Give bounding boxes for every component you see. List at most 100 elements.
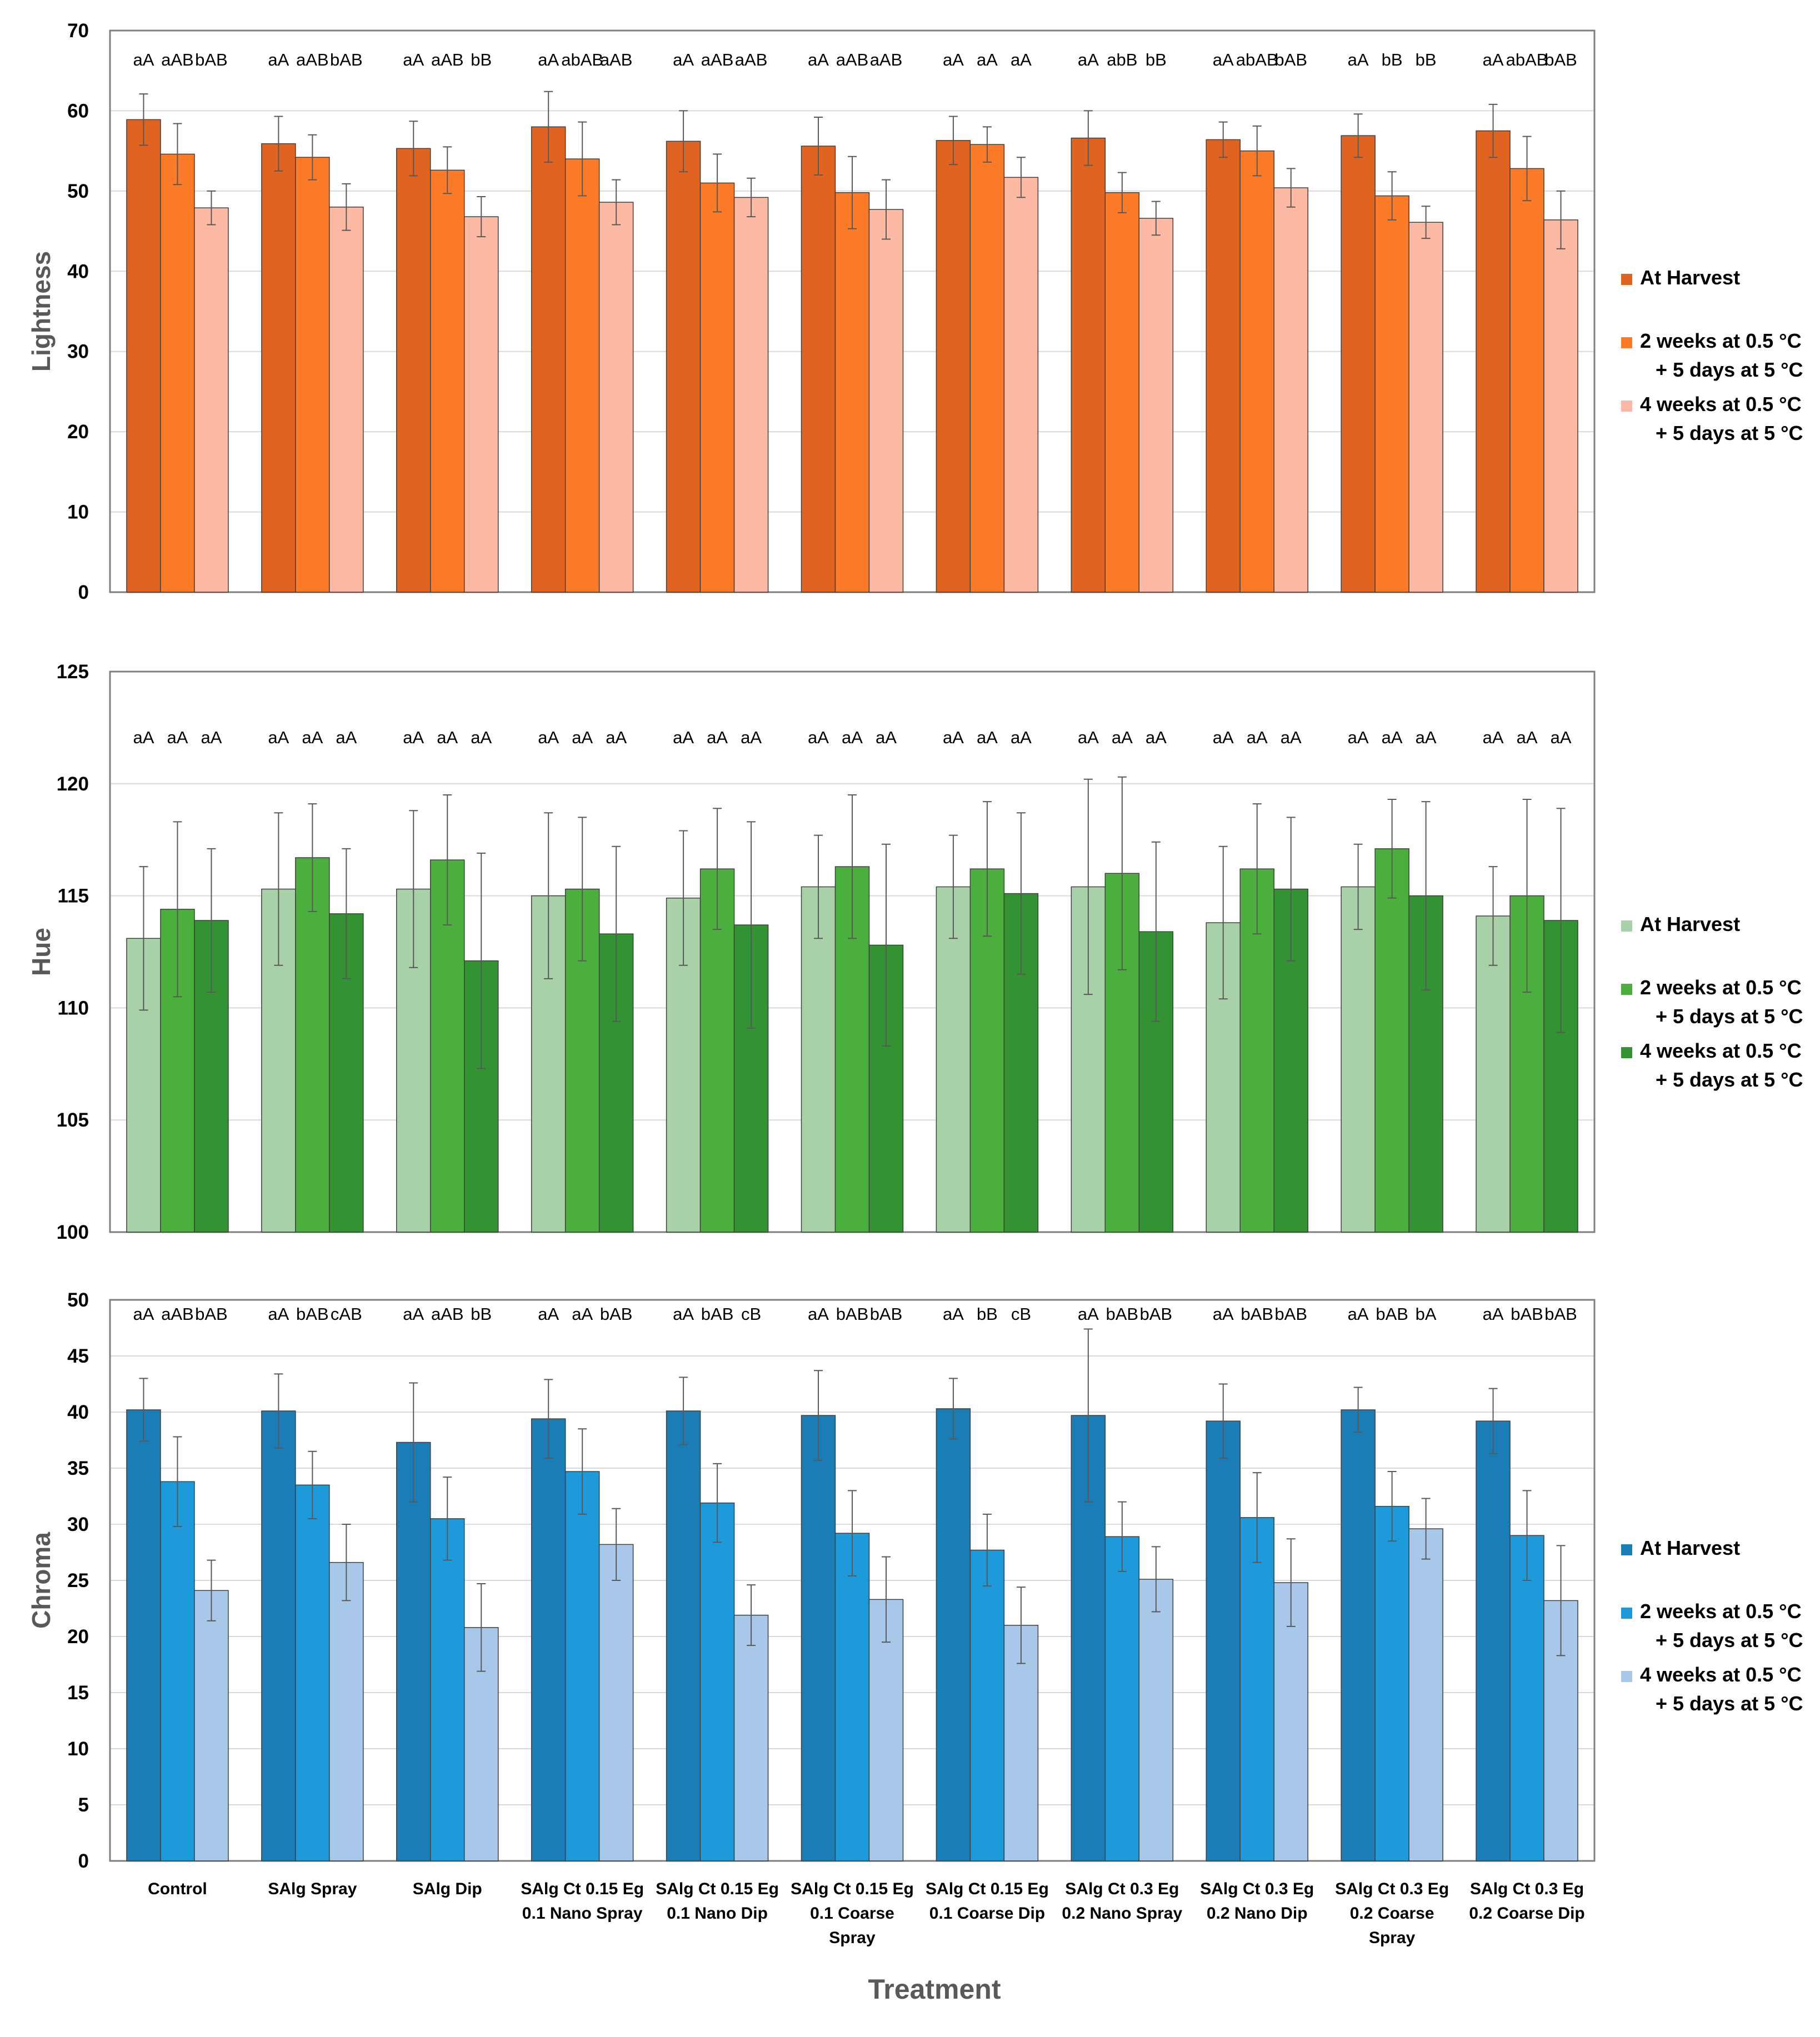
bar <box>126 119 161 593</box>
bar <box>598 1544 634 1861</box>
significance-label: aA <box>403 1304 424 1324</box>
significance-label: bAB <box>701 1304 734 1324</box>
significance-label: abB <box>1107 50 1137 69</box>
significance-label: aA <box>1213 728 1234 747</box>
significance-label: cAB <box>331 1304 362 1324</box>
category-label: Control <box>148 1880 207 1898</box>
category-label: 0.2 Nano Spray <box>1062 1904 1182 1923</box>
significance-label: bAB <box>1106 1304 1139 1324</box>
bar <box>1408 1528 1443 1861</box>
significance-label: bAB <box>870 1304 903 1324</box>
significance-label: aA <box>268 728 289 747</box>
significance-label: cB <box>741 1304 761 1324</box>
category-label: SAlg Dip <box>413 1880 482 1898</box>
bar <box>733 1614 769 1861</box>
y-tick-label: 0 <box>78 582 89 603</box>
significance-label: aA <box>943 1304 964 1324</box>
category-label: SAlg Ct 0.3 Eg <box>1335 1880 1449 1898</box>
bar <box>160 153 195 593</box>
significance-label: aA <box>1011 728 1032 747</box>
significance-label: aA <box>538 50 559 69</box>
bar <box>1003 1625 1039 1861</box>
legend-label: + 5 days at 5 °C <box>1656 358 1803 381</box>
bar <box>396 1442 431 1861</box>
category-label: SAlg Ct 0.15 Eg <box>521 1880 644 1898</box>
legend-label: + 5 days at 5 °C <box>1656 1629 1803 1651</box>
bar <box>936 140 971 593</box>
category-label: 0.1 Coarse <box>810 1904 894 1923</box>
significance-label: aA <box>133 1304 154 1324</box>
y-tick-label: 15 <box>67 1682 89 1704</box>
significance-label: abAB <box>1236 50 1278 69</box>
category-label: 0.1 Nano Spray <box>522 1904 643 1923</box>
significance-label: bAB <box>296 1304 329 1324</box>
y-tick-label: 110 <box>58 997 89 1019</box>
bar <box>295 157 330 593</box>
significance-label: aAB <box>701 50 734 69</box>
bar <box>1341 135 1376 593</box>
y-tick-label: 125 <box>57 661 89 683</box>
legend-label: At Harvest <box>1640 913 1740 935</box>
bar <box>564 1471 600 1861</box>
bar <box>1273 1582 1308 1861</box>
bar <box>1104 192 1140 593</box>
significance-label: aA <box>403 50 424 69</box>
significance-label: bAB <box>195 1304 228 1324</box>
y-tick-label: 5 <box>78 1794 89 1816</box>
bar <box>1138 218 1174 593</box>
x-axis-label: Treatment <box>868 1974 1001 2005</box>
bar <box>160 1481 195 1861</box>
significance-label: bAB <box>1376 1304 1408 1324</box>
significance-label: aAB <box>431 1304 464 1324</box>
y-tick-label: 50 <box>67 181 89 202</box>
significance-label: aA <box>1078 1304 1099 1324</box>
y-axis-label: Lightness <box>27 251 56 372</box>
bar <box>666 1410 701 1861</box>
significance-label: aA <box>977 50 998 69</box>
significance-label: aA <box>1078 728 1099 747</box>
significance-label: aA <box>133 728 154 747</box>
y-axis-label: Hue <box>27 928 56 976</box>
significance-label: abAB <box>561 50 603 69</box>
significance-label: bAB <box>1544 1304 1577 1324</box>
significance-label: aAB <box>600 50 633 69</box>
bar <box>194 1590 229 1861</box>
bar <box>1003 177 1039 593</box>
y-tick-label: 105 <box>57 1109 89 1131</box>
significance-label: bAB <box>1140 1304 1173 1324</box>
significance-label: aA <box>876 728 897 747</box>
bar <box>464 216 499 593</box>
category-label: 0.2 Coarse <box>1350 1904 1434 1923</box>
y-tick-label: 30 <box>67 341 89 363</box>
legend-label: 2 weeks at 0.5 °C <box>1640 976 1802 999</box>
category-label: 0.1 Nano Dip <box>667 1904 768 1923</box>
significance-label: aA <box>538 1304 559 1324</box>
legend-label: 4 weeks at 0.5 °C <box>1640 1663 1802 1686</box>
bar <box>801 1415 836 1861</box>
bar <box>936 886 971 1233</box>
bar <box>1239 1517 1274 1861</box>
significance-label: aAB <box>836 50 869 69</box>
legend-swatch <box>1621 274 1632 285</box>
y-tick-label: 10 <box>67 502 89 523</box>
significance-label: aA <box>673 1304 694 1324</box>
significance-label: aA <box>741 728 762 747</box>
bar <box>699 1502 735 1861</box>
bar <box>936 1408 971 1861</box>
significance-label: abAB <box>1506 50 1548 69</box>
significance-label: aAB <box>735 50 768 69</box>
bar <box>834 1533 870 1861</box>
significance-label: aA <box>1517 728 1538 747</box>
significance-label: bB <box>977 1304 998 1324</box>
y-tick-label: 70 <box>67 20 89 42</box>
bar <box>1408 222 1443 593</box>
bar <box>1206 1420 1241 1861</box>
bar <box>261 1410 296 1861</box>
y-tick-label: 35 <box>67 1458 89 1479</box>
y-tick-label: 45 <box>67 1345 89 1367</box>
category-label: SAlg Ct 0.3 Eg <box>1065 1880 1179 1898</box>
significance-label: bAB <box>330 50 363 69</box>
significance-label: aA <box>1348 50 1369 69</box>
category-label: SAlg Ct 0.15 Eg <box>656 1880 779 1898</box>
